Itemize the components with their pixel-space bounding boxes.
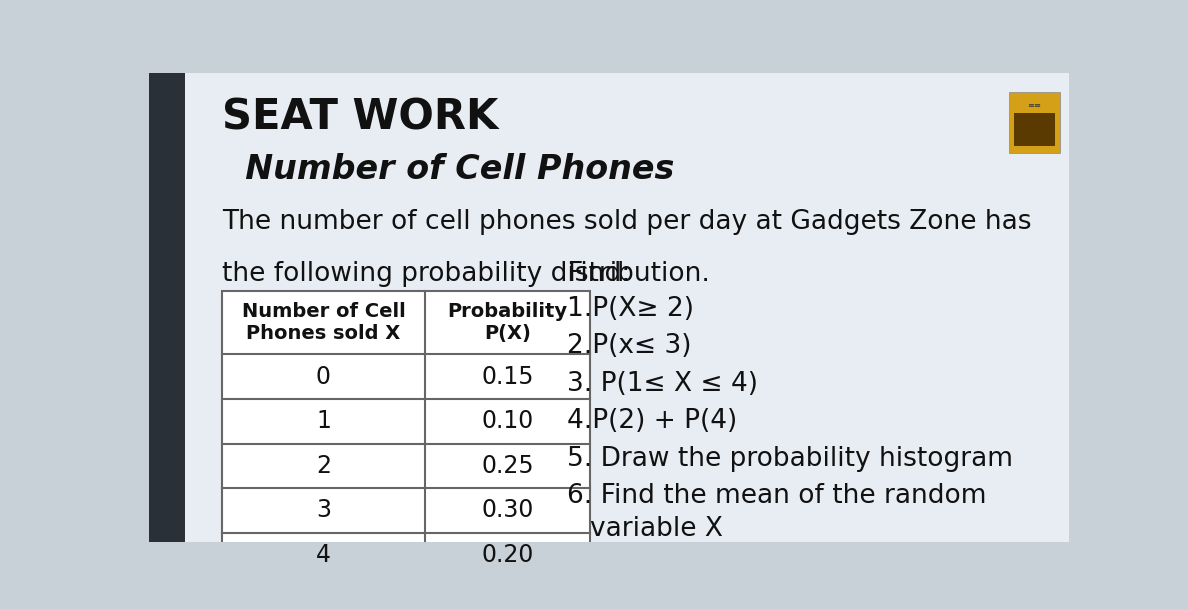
Text: 1.P(X≥ 2): 1.P(X≥ 2) [568,296,695,322]
Text: 0.30: 0.30 [481,498,533,523]
Text: Find:: Find: [568,261,631,287]
Text: 0: 0 [316,365,331,389]
Bar [1015,113,1055,146]
Text: 2.P(x≤ 3): 2.P(x≤ 3) [568,333,691,359]
Text: 2: 2 [316,454,331,478]
Text: 6. Find the mean of the random: 6. Find the mean of the random [568,484,987,509]
Bar [148,73,185,542]
Text: SEAT WORK: SEAT WORK [222,97,499,138]
Text: the following probability distribution.: the following probability distribution. [222,261,710,287]
Text: variable X: variable X [590,516,723,542]
Bar [222,291,590,577]
Text: Number of Cell Phones: Number of Cell Phones [222,153,675,186]
Bar [1010,92,1060,153]
Text: 0.25: 0.25 [481,454,533,478]
Text: Probability
P(X): Probability P(X) [448,302,568,343]
Text: 3: 3 [316,498,331,523]
Text: 0.10: 0.10 [481,409,533,433]
Text: 4: 4 [316,543,331,567]
Text: 1: 1 [316,409,331,433]
Text: 5. Draw the probability histogram: 5. Draw the probability histogram [568,446,1013,472]
Text: The number of cell phones sold per day at Gadgets Zone has: The number of cell phones sold per day a… [222,209,1031,235]
Text: ≡≡: ≡≡ [1028,102,1041,110]
Text: 4.P(2) + P(4): 4.P(2) + P(4) [568,409,738,434]
Text: 0.20: 0.20 [481,543,533,567]
Text: Number of Cell
Phones sold X: Number of Cell Phones sold X [241,302,405,343]
Text: 3. P(1≤ X ≤ 4): 3. P(1≤ X ≤ 4) [568,371,758,397]
Text: 0.15: 0.15 [481,365,533,389]
